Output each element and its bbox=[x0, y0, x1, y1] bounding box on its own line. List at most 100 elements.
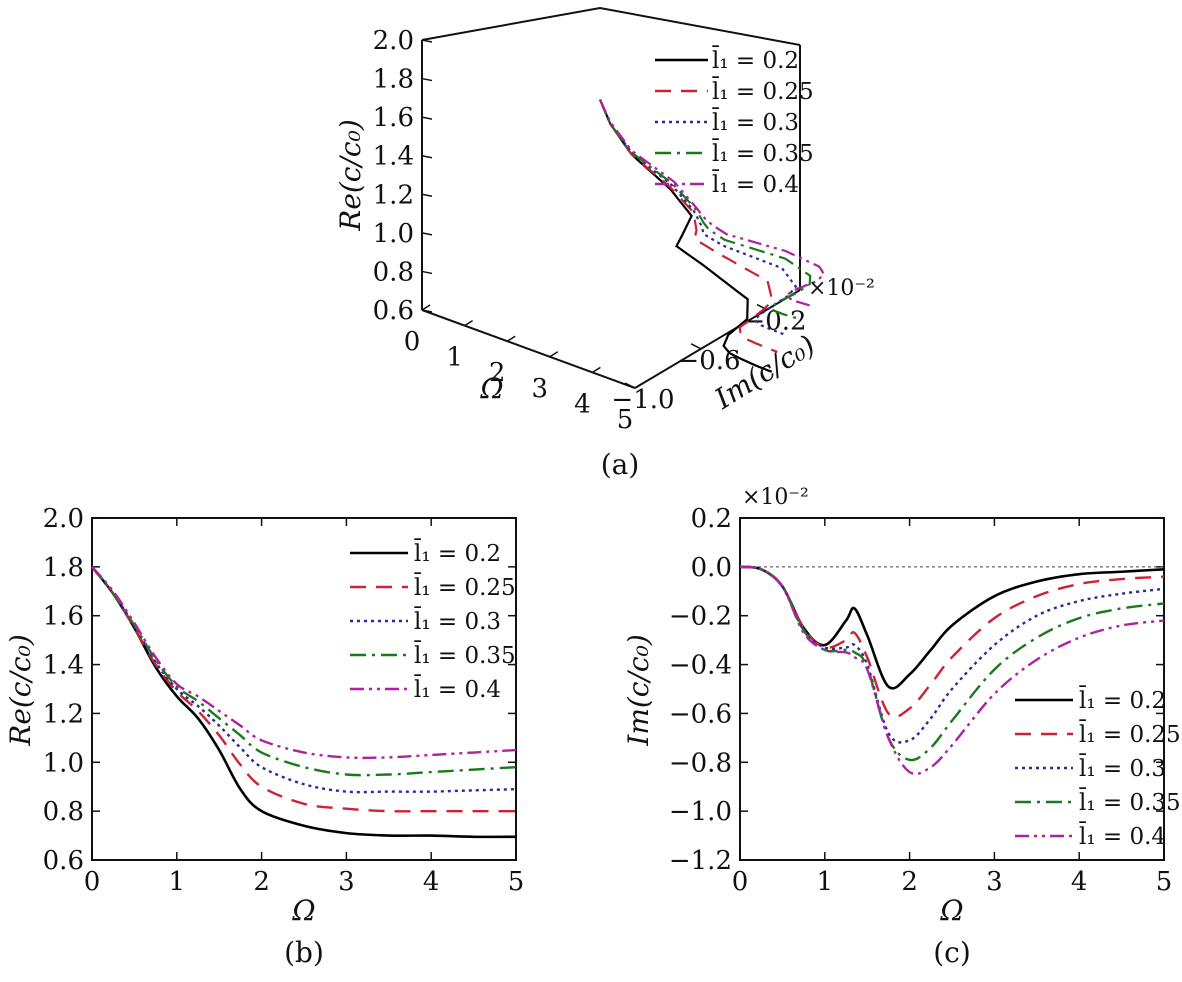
panel-a-label: (a) bbox=[601, 448, 640, 481]
panel-b-y-tick-label: 1.2 bbox=[43, 699, 84, 729]
panel-a-z-tick bbox=[421, 116, 433, 120]
panel-c-chart: 0 1 2 3 4 5 −1.2 −1.0 −0.8 −0.6 −0.4 −0.2 0.0 0.2 l̄₁… bbox=[622, 485, 1181, 969]
panel-c-legend-entry: l̄₁ = 0.4 bbox=[1078, 822, 1166, 850]
panel-a-z-tick-label: 2.0 bbox=[373, 26, 414, 56]
panel-a-legend-entry: l̄₁ = 0.2 bbox=[711, 46, 799, 74]
panel-a-z-tick bbox=[421, 270, 433, 275]
panel-c-legend-entry: l̄₁ = 0.2 bbox=[1078, 686, 1166, 714]
panel-a-y-tick bbox=[624, 382, 636, 389]
panel-c-series-line-2 bbox=[739, 565, 1165, 744]
panel-a-x-tick-label: 4 bbox=[574, 389, 591, 419]
panel-b-legend-entry: l̄₁ = 0.2 bbox=[413, 539, 501, 567]
panel-b-x-axis-label: Ω bbox=[291, 894, 315, 927]
panel-a-z-tick-label: 1.2 bbox=[373, 180, 414, 210]
panel-a-x-tick bbox=[464, 319, 473, 327]
panel-c-y-tick-label: 0.2 bbox=[691, 504, 732, 534]
panel-a-y-axis-line bbox=[634, 289, 801, 389]
panel-c-curves bbox=[739, 565, 1165, 776]
panel-b-series-line-4 bbox=[91, 566, 517, 760]
panel-a-legend-entry: l̄₁ = 0.35 bbox=[711, 139, 813, 167]
panel-b-legend-entry: l̄₁ = 0.3 bbox=[413, 607, 501, 635]
panel-c-x-tick-label: 5 bbox=[1156, 867, 1173, 897]
panel-c-plot-frame bbox=[739, 517, 1165, 861]
panel-c-series-line-0 bbox=[739, 565, 1165, 690]
panel-a-y-tick-label: −0.6 bbox=[677, 346, 740, 376]
panel-a-y-tick bbox=[690, 343, 702, 350]
panel-b-y-tick-label: 1.4 bbox=[43, 651, 84, 681]
panel-a-z-tick bbox=[421, 77, 433, 82]
panel-a-y-multiplier: ×10⁻² bbox=[808, 276, 875, 301]
panel-b-y-tick-label: 1.6 bbox=[43, 602, 84, 632]
panel-c-y-tick-label: 0.0 bbox=[691, 553, 732, 583]
panel-c-ticks: 0 1 2 3 4 5 −1.2 −1.0 −0.8 −0.6 −0.4 −0.2 0.0 0.2 bbox=[669, 504, 1172, 897]
panel-b-x-tick-label: 1 bbox=[169, 867, 186, 897]
panel-a-legend-entry: l̄₁ = 0.4 bbox=[711, 170, 799, 198]
panel-b-legend-entry: l̄₁ = 0.25 bbox=[413, 573, 515, 601]
panel-b-x-tick-label: 3 bbox=[338, 867, 355, 897]
panel-a-z-tick-label: 1.8 bbox=[373, 65, 414, 95]
panel-a-x-tick-label: 2 bbox=[489, 358, 506, 388]
panel-b-x-tick-label: 4 bbox=[423, 867, 440, 897]
panel-c-y-axis-label: Im(c/c₀) bbox=[622, 634, 655, 746]
panel-a-x-tick bbox=[634, 382, 644, 389]
panel-b-y-axis-label: Re(c/c₀) bbox=[4, 634, 37, 747]
panel-a-z-tick-label: 1.0 bbox=[373, 219, 414, 249]
panel-a-z-tick bbox=[421, 232, 433, 236]
panel-a-z-tick-label: 0.6 bbox=[373, 296, 414, 326]
panel-a-z-tick-label: 1.4 bbox=[373, 142, 414, 172]
panel-a-z-tick bbox=[421, 154, 433, 159]
panel-b-y-tick-label: 0.6 bbox=[43, 846, 84, 876]
panel-a-x-tick-label: 0 bbox=[404, 327, 421, 357]
panel-b-x-tick-label: 2 bbox=[253, 867, 270, 897]
panel-a-z-tick-label: 0.8 bbox=[373, 257, 414, 287]
panel-c-y-tick-label: −1.0 bbox=[669, 797, 732, 827]
panel-a-top-frame bbox=[421, 6, 801, 46]
panel-c-x-axis-label: Ω bbox=[939, 894, 963, 927]
panel-b-legend-entry: l̄₁ = 0.4 bbox=[413, 675, 501, 703]
panel-c-y-tick-label: −0.2 bbox=[669, 602, 732, 632]
panel-a-z-tick bbox=[421, 309, 433, 313]
panel-b-legend: l̄₁ = 0.2 l̄₁ = 0.25 l̄₁ = 0.3 l̄₁ = 0.35 l̄… bbox=[350, 539, 516, 703]
panel-a-series-line-0 bbox=[598, 99, 773, 373]
panel-b-curves bbox=[90, 566, 517, 839]
panel-b-y-tick-label: 1.0 bbox=[43, 748, 84, 778]
panel-a-z-axis-label: Re(c/c₀) bbox=[334, 119, 367, 232]
panel-a-z-tick bbox=[421, 39, 433, 43]
panel-c-x-tick-label: 0 bbox=[732, 867, 749, 897]
panel-a-ticks: 0.60.81.01.21.41.61.82.0012345−1.0−0.6−0… bbox=[373, 26, 807, 435]
panel-a-3d-chart: 0.60.81.01.21.41.61.82.0012345−1.0−0.6−0… bbox=[334, 6, 875, 481]
panel-c-y-tick-label: −0.4 bbox=[669, 651, 732, 681]
panel-a-z-tick-label: 1.6 bbox=[373, 103, 414, 133]
panel-b-plot-frame bbox=[91, 517, 517, 861]
panel-a-x-axis-line bbox=[421, 309, 636, 389]
panel-b-chart: 0 1 2 3 4 5 0.6 0.8 1.0 1.2 1.4 1.6 1.8 2.0 l̄₁ = 0.2… bbox=[4, 504, 524, 969]
panel-c-x-tick-label: 4 bbox=[1071, 867, 1088, 897]
panel-b-y-tick-label: 1.8 bbox=[43, 553, 84, 583]
panel-b-ticks: 0 1 2 3 4 5 0.6 0.8 1.0 1.2 1.4 1.6 1.8 2.0 bbox=[43, 504, 525, 897]
panel-a-x-tick-label: 1 bbox=[446, 343, 463, 373]
panel-c-series-line-4 bbox=[739, 565, 1165, 776]
panel-c-y-tick-label: −0.6 bbox=[669, 699, 732, 729]
panel-c-x-tick-label: 3 bbox=[986, 867, 1003, 897]
panel-a-legend-entry: l̄₁ = 0.25 bbox=[711, 77, 813, 105]
panel-a-legend: l̄₁ = 0.2 l̄₁ = 0.25 l̄₁ = 0.3 l̄₁ = 0.35 l̄… bbox=[655, 46, 814, 198]
panel-a-x-tick bbox=[549, 351, 559, 358]
panel-c-y-tick-label: −0.8 bbox=[669, 748, 732, 778]
panel-a-y-tick-label: −1.0 bbox=[611, 385, 674, 415]
panel-b-y-tick-label: 0.8 bbox=[43, 797, 84, 827]
panel-c-series-line-1 bbox=[739, 565, 1165, 719]
panel-c-y-tick-label: −1.2 bbox=[669, 846, 732, 876]
panel-a-x-tick bbox=[421, 304, 431, 311]
panel-c-y-multiplier: ×10⁻² bbox=[742, 485, 809, 510]
panel-b-x-tick-label: 5 bbox=[508, 867, 525, 897]
panel-c-legend-entry: l̄₁ = 0.3 bbox=[1078, 754, 1166, 782]
panel-c-legend: l̄₁ = 0.2 l̄₁ = 0.25 l̄₁ = 0.3 l̄₁ = 0.35 l̄… bbox=[1015, 686, 1181, 850]
panel-a-series-line-1 bbox=[598, 99, 778, 353]
panel-a-x-axis-label: Ω bbox=[479, 372, 503, 405]
panel-b-x-tick-label: 0 bbox=[84, 867, 101, 897]
panel-c-x-tick-label: 1 bbox=[817, 867, 834, 897]
panel-b-series-line-1 bbox=[91, 566, 516, 813]
panel-b-series-line-3 bbox=[91, 566, 517, 777]
panel-a-x-tick-label: 5 bbox=[617, 405, 634, 435]
